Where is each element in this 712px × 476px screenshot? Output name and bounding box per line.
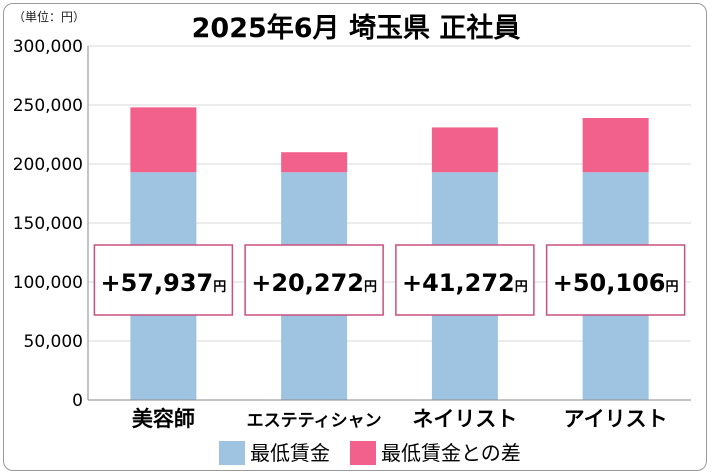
difference-label: +41,272円 <box>402 269 528 297</box>
chart-title: 2025年6月 埼玉県 正社員 <box>192 12 521 44</box>
y-tick-label: 300,000 <box>13 37 83 57</box>
difference-labels: +57,937円 +20,272円 +41,272円 +50,106円 <box>93 244 686 316</box>
y-tick-label: 150,000 <box>13 214 83 234</box>
legend-swatch-difference <box>350 441 376 465</box>
legend: 最低賃金 最低賃金との差 <box>219 441 521 465</box>
bar-difference <box>130 107 197 173</box>
axes <box>87 46 691 401</box>
x-tick-label: ネイリスト <box>412 407 517 431</box>
difference-label-box <box>244 244 384 316</box>
x-tick-label: 美容師 <box>132 407 195 431</box>
bar-difference <box>582 117 649 173</box>
y-tick-label: 50,000 <box>24 332 83 352</box>
difference-label: +50,106円 <box>553 269 679 297</box>
legend-label-minimum-wage: 最低賃金 <box>250 441 330 465</box>
difference-label: +57,937円 <box>101 269 227 297</box>
difference-label-box <box>545 244 686 316</box>
unit-label: （単位：円） <box>13 9 85 24</box>
y-tick-label: 100,000 <box>13 273 83 293</box>
bar-difference <box>281 152 348 173</box>
y-tick-label: 0 <box>72 391 83 411</box>
difference-label: +20,272円 <box>251 269 377 297</box>
x-tick-label: エステティシャン <box>247 411 382 431</box>
y-tick-label: 200,000 <box>13 155 83 175</box>
difference-label-box <box>93 244 234 316</box>
y-tick-label: 250,000 <box>13 96 83 116</box>
difference-label-box <box>395 244 535 316</box>
y-tick-labels: 0 50,000 100,000 150,000 200,000 250,000 300,0… <box>13 37 83 411</box>
x-tick-label: アイリスト <box>564 407 668 431</box>
legend-swatch-minimum-wage <box>219 441 245 465</box>
x-tick-labels: 美容師 エステティシャン ネイリスト アイリスト <box>132 407 668 431</box>
legend-label-difference: 最低賃金との差 <box>381 441 521 465</box>
bar-difference <box>431 127 498 173</box>
